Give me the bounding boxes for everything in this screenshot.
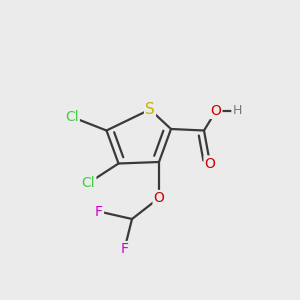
Text: Cl: Cl — [65, 110, 79, 124]
Text: O: O — [211, 104, 221, 118]
Text: Cl: Cl — [82, 176, 95, 190]
Text: F: F — [121, 242, 128, 256]
Text: H: H — [232, 104, 242, 118]
Text: O: O — [154, 191, 164, 205]
Text: S: S — [145, 102, 155, 117]
Text: O: O — [205, 157, 215, 170]
Text: F: F — [95, 205, 103, 218]
